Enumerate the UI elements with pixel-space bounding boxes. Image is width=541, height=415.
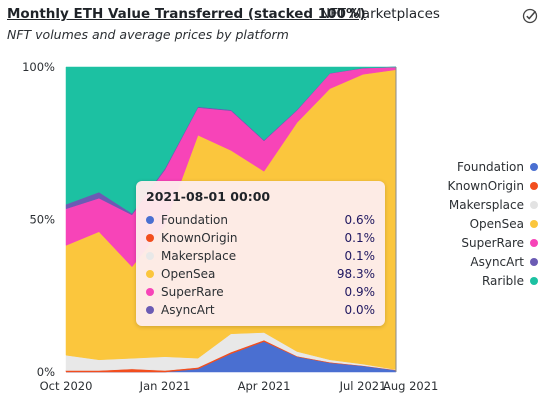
x-tick-label: Apr 2021 — [238, 379, 291, 393]
check-circle-icon[interactable] — [522, 8, 538, 24]
tooltip-row-superrare: SuperRare 0.9% — [146, 283, 375, 301]
x-tick-label: Jul 2021 — [339, 379, 387, 393]
x-tick-label: Oct 2020 — [40, 379, 93, 393]
legend-color-dot — [530, 238, 538, 247]
tooltip-date: 2021-08-01 00:00 — [146, 189, 271, 204]
legend-color-dot — [530, 181, 538, 190]
legend-label: OpenSea — [469, 216, 524, 231]
legend-color-dot — [530, 162, 538, 171]
legend-item-asyncart[interactable]: AsyncArt — [420, 252, 538, 271]
tooltip-series-value: 0.9% — [344, 285, 376, 299]
axes: 0% 50% 100% Oct 2020 Jan 2021 Apr 2021 Jul 202… — [22, 60, 438, 393]
tooltip-row-opensea: OpenSea 98.3% — [146, 265, 375, 283]
chart-header: Monthly ETH Value Transferred (stacked 1… — [7, 6, 538, 46]
tooltip-row-knownorigin: KnownOrigin 0.1% — [146, 229, 375, 247]
tooltip: 2021-08-01 00:00 Foundation 0.6% KnownOrig… — [136, 181, 385, 326]
tooltip-row-foundation: Foundation 0.6% — [146, 211, 375, 229]
tooltip-row-asyncart: AsyncArt 0.0% — [146, 301, 375, 319]
legend-item-superrare[interactable]: SuperRare — [420, 233, 538, 252]
tooltip-series-name: OpenSea — [161, 267, 216, 281]
tooltip-color-dot — [146, 252, 154, 260]
legend-label: KnownOrigin — [447, 178, 524, 193]
y-tick-label: 100% — [22, 60, 55, 74]
tooltip-series-value: 0.1% — [344, 231, 376, 245]
legend-item-foundation[interactable]: Foundation — [420, 157, 538, 176]
legend-label: Makersplace — [448, 197, 524, 212]
legend-label: SuperRare — [461, 235, 524, 250]
legend-item-rarible[interactable]: Rarible — [420, 271, 538, 290]
legend-item-knownorigin[interactable]: KnownOrigin — [420, 176, 538, 195]
tooltip-series-value: 0.0% — [344, 303, 376, 317]
tooltip-series-name: AsyncArt — [161, 303, 215, 317]
tooltip-row-makersplace: Makersplace 0.1% — [146, 247, 375, 265]
legend-color-dot — [530, 276, 538, 285]
legend-color-dot — [530, 257, 538, 266]
tooltip-color-dot — [146, 306, 154, 314]
tooltip-series-value: 98.3% — [336, 267, 375, 281]
tooltip-series-name: KnownOrigin — [161, 231, 238, 245]
section-label: NFT Marketplaces — [320, 6, 440, 22]
legend-item-opensea[interactable]: OpenSea — [420, 214, 538, 233]
tooltip-color-dot — [146, 234, 154, 242]
tooltip-color-dot — [146, 288, 154, 296]
legend-label: Foundation — [457, 159, 524, 174]
legend-label: Rarible — [481, 273, 524, 288]
tooltip-rows: Foundation 0.6% KnownOrigin 0.1% Makersplace… — [146, 211, 375, 319]
tooltip-color-dot — [146, 270, 154, 278]
tooltip-series-value: 0.1% — [344, 249, 376, 263]
tooltip-series-value: 0.6% — [344, 213, 376, 227]
legend-item-makersplace[interactable]: Makersplace — [420, 195, 538, 214]
x-tick-label: Aug 2021 — [383, 379, 438, 393]
y-tick-label: 50% — [29, 213, 55, 227]
tooltip-series-name: Makersplace — [161, 249, 237, 263]
tooltip-series-name: Foundation — [161, 213, 228, 227]
legend-label: AsyncArt — [470, 254, 524, 269]
tooltip-color-dot — [146, 216, 154, 224]
x-tick-label: Jan 2021 — [139, 379, 191, 393]
chart-title[interactable]: Monthly ETH Value Transferred (stacked 1… — [7, 6, 366, 22]
y-tick-label: 0% — [37, 365, 55, 379]
chart-subtitle: NFT volumes and average prices by platfo… — [7, 27, 289, 42]
legend: Foundation KnownOrigin Makersplace OpenSea S… — [420, 157, 538, 290]
legend-color-dot — [530, 219, 538, 228]
legend-color-dot — [530, 200, 538, 209]
tooltip-series-name: SuperRare — [161, 285, 224, 299]
